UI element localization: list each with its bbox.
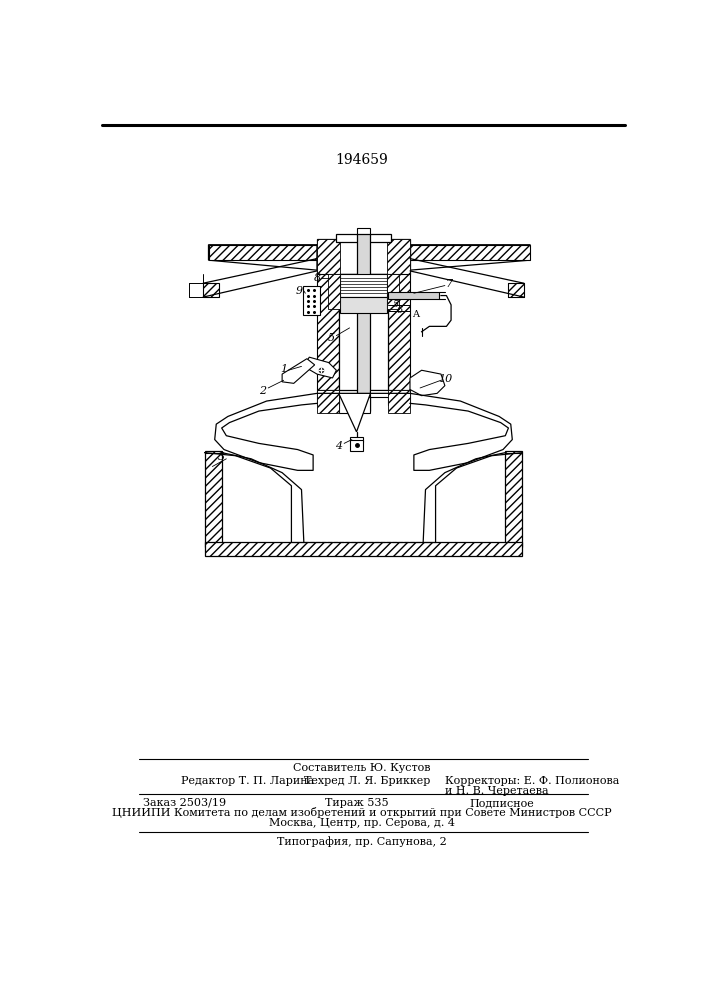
Polygon shape bbox=[410, 245, 530, 260]
Bar bbox=[339, 274, 388, 389]
Bar bbox=[204, 542, 522, 556]
Bar bbox=[351, 440, 363, 451]
Polygon shape bbox=[317, 389, 410, 413]
Text: Москва, Центр, пр. Серова, д. 4: Москва, Центр, пр. Серова, д. 4 bbox=[269, 818, 455, 828]
Polygon shape bbox=[209, 245, 410, 270]
Bar bbox=[337, 234, 391, 242]
Text: 6: 6 bbox=[397, 306, 403, 315]
Bar bbox=[356, 228, 370, 235]
Polygon shape bbox=[339, 393, 370, 432]
Text: Редактор Т. П. Ларина: Редактор Т. П. Ларина bbox=[182, 776, 315, 786]
Bar bbox=[351, 437, 363, 442]
Text: Типография, пр. Сапунова, 2: Типография, пр. Сапунова, 2 bbox=[277, 836, 447, 847]
Polygon shape bbox=[410, 370, 445, 396]
Text: 194659: 194659 bbox=[336, 153, 388, 167]
Text: 7: 7 bbox=[445, 279, 452, 289]
Polygon shape bbox=[282, 359, 315, 383]
Text: Подписное: Подписное bbox=[469, 798, 534, 808]
Bar bbox=[317, 239, 410, 274]
Text: Корректоры: Е. Ф. Полионова: Корректоры: Е. Ф. Полионова bbox=[445, 776, 619, 786]
Polygon shape bbox=[209, 245, 317, 260]
Text: 8: 8 bbox=[313, 273, 320, 283]
Text: Заказ 2503/19: Заказ 2503/19 bbox=[143, 798, 226, 808]
Text: 2: 2 bbox=[259, 386, 267, 396]
Polygon shape bbox=[304, 357, 337, 378]
Text: A: A bbox=[412, 310, 419, 319]
Text: 10: 10 bbox=[438, 374, 452, 384]
Bar bbox=[387, 274, 399, 309]
Bar bbox=[506, 451, 522, 547]
Bar bbox=[388, 274, 410, 389]
Text: 3: 3 bbox=[218, 452, 226, 462]
Text: и Н. В. Черетаева: и Н. В. Черетаева bbox=[445, 786, 549, 796]
Text: ЦНИИПИ Комитета по делам изобретений и открытий при Совете Министров СССР: ЦНИИПИ Комитета по делам изобретений и о… bbox=[112, 808, 612, 818]
Text: 9: 9 bbox=[296, 286, 303, 296]
Bar bbox=[317, 389, 339, 413]
Bar bbox=[340, 297, 387, 312]
Text: Техред Л. Я. Бриккер: Техред Л. Я. Бриккер bbox=[304, 776, 430, 786]
Bar bbox=[340, 274, 387, 297]
Bar bbox=[317, 274, 339, 389]
Bar bbox=[303, 286, 320, 315]
Text: 4: 4 bbox=[335, 441, 342, 451]
Text: 5: 5 bbox=[393, 300, 399, 309]
Polygon shape bbox=[317, 245, 530, 270]
Bar bbox=[388, 292, 438, 299]
Text: Тираж 535: Тираж 535 bbox=[325, 798, 388, 808]
Text: 5: 5 bbox=[327, 333, 334, 343]
Bar bbox=[204, 451, 222, 547]
Bar bbox=[356, 234, 370, 411]
Bar bbox=[203, 283, 218, 297]
Bar bbox=[328, 274, 340, 309]
Bar bbox=[317, 239, 340, 274]
Text: Составитель Ю. Кустов: Составитель Ю. Кустов bbox=[293, 763, 431, 773]
Text: 1: 1 bbox=[280, 364, 287, 374]
Bar bbox=[508, 283, 524, 297]
Bar bbox=[388, 389, 410, 413]
Bar bbox=[387, 239, 410, 274]
